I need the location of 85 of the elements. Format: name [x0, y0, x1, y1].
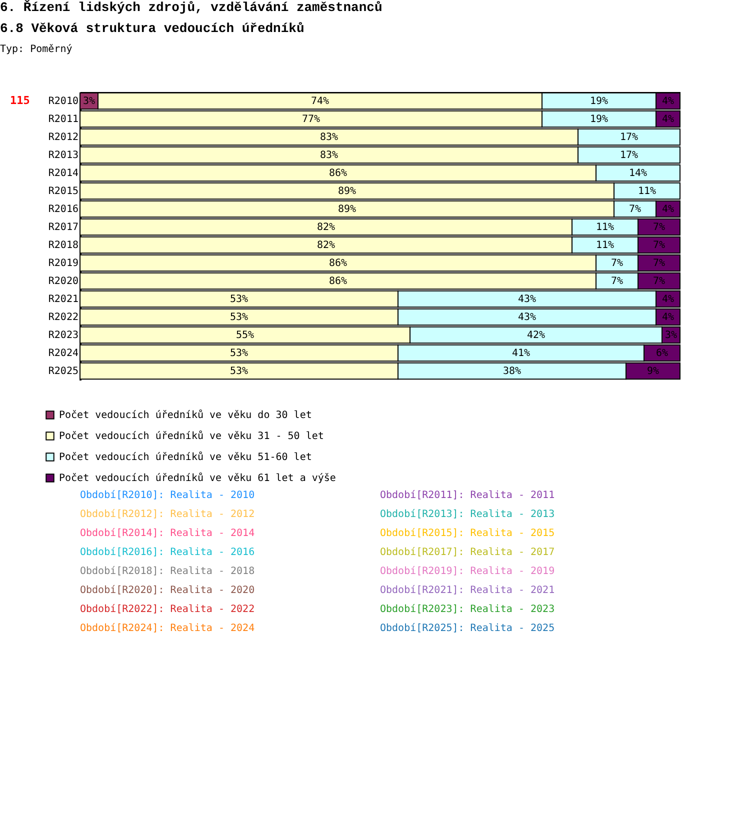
text: Období[R2021]: Realita - 2021 [380, 585, 556, 596]
text: Období[R2020]: Realita - 2020 [80, 585, 256, 596]
data-label: 7% [652, 258, 666, 269]
data-label: 86% [328, 276, 348, 287]
data-label: 11% [596, 240, 614, 251]
y-tick-label: R2017 [48, 222, 78, 233]
data-label: 7% [610, 276, 624, 287]
text: Období[R2019]: Realita - 2019 [380, 566, 556, 577]
data-label: 82% [316, 240, 336, 251]
data-label: 53% [230, 366, 248, 377]
legend-label: Počet vedoucích úředníků ve věku do 30 let [59, 409, 312, 421]
text: Období[R2018]: Realita - 2018 [80, 566, 256, 577]
text: Období[R2013]: Realita - 2013 [380, 509, 556, 520]
data-label: 41% [512, 348, 530, 359]
text: Období[R2012]: Realita - 2012 [80, 509, 256, 520]
data-label: 3% [664, 330, 678, 341]
text: Období[R2022]: Realita - 2022 [80, 604, 256, 615]
legend-label: Počet vedoucích úředníků ve věku 61 let a výše [59, 472, 336, 484]
data-label: 7% [652, 276, 666, 287]
y-tick-label: R2025 [48, 366, 78, 377]
text: Období[R2025]: Realita - 2025 [380, 623, 556, 634]
data-label: 4% [662, 294, 674, 305]
text: Období[R2011]: Realita - 2011 [380, 490, 556, 501]
y-tick-label: R2010 [48, 96, 78, 107]
data-label: 4% [662, 96, 674, 107]
y-tick-label: R2016 [48, 204, 78, 215]
data-label: 3% [82, 96, 96, 107]
y-tick-label: R2024 [48, 348, 78, 359]
data-label: 83% [320, 132, 338, 143]
data-label: 4% [662, 204, 674, 215]
data-label: 53% [230, 294, 248, 305]
data-label: 17% [620, 150, 638, 161]
data-label: 7% [628, 204, 642, 215]
text: Období[R2016]: Realita - 2016 [80, 547, 256, 558]
data-label: 11% [638, 186, 656, 197]
data-label: 82% [316, 222, 336, 233]
text: 115 [10, 94, 30, 107]
y-tick-label: R2020 [48, 276, 78, 287]
data-label: 4% [662, 312, 674, 323]
text: Období[R2014]: Realita - 2014 [80, 528, 256, 539]
y-tick-label: R2018 [48, 240, 78, 251]
data-label: 6% [656, 348, 668, 359]
data-label: 38% [502, 366, 522, 377]
chart-subtitle: 6.8 Věková struktura vedoucích úředníků [0, 21, 304, 36]
legend-label: Počet vedoucích úředníků ve věku 51-60 let [59, 451, 312, 463]
legend-label: Počet vedoucích úředníků ve věku 31 - 50 let [59, 430, 324, 442]
text: Typ: Poměrný [0, 44, 72, 55]
y-tick-label: R2013 [48, 150, 78, 161]
data-label: 9% [646, 366, 660, 377]
data-label: 7% [652, 222, 666, 233]
y-tick-label: R2022 [48, 312, 78, 323]
chart-title: 6. Řízení lidských zdrojů, vzdělávání zaměstnanců [0, 0, 382, 15]
data-label: 74% [310, 96, 330, 107]
data-label: 43% [518, 312, 536, 323]
data-label: 89% [338, 186, 356, 197]
data-label: 77% [302, 114, 320, 125]
data-label: 7% [652, 240, 666, 251]
data-label: 14% [628, 168, 648, 179]
y-tick-label: R2023 [48, 330, 78, 341]
y-tick-label: R2011 [48, 114, 78, 125]
data-label: 19% [590, 114, 608, 125]
data-label: 83% [320, 150, 338, 161]
y-tick-label: R2012 [48, 132, 78, 143]
text: Období[R2023]: Realita - 2023 [380, 604, 556, 615]
text: Období[R2024]: Realita - 2024 [80, 623, 256, 634]
data-label: 53% [230, 348, 248, 359]
text: Období[R2010]: Realita - 2010 [80, 490, 256, 501]
data-label: 43% [518, 294, 536, 305]
data-label: 11% [596, 222, 614, 233]
y-tick-label: R2014 [48, 168, 78, 179]
data-label: 86% [328, 168, 348, 179]
data-label: 53% [230, 312, 248, 323]
data-label: 17% [620, 132, 638, 143]
text: Období[R2017]: Realita - 2017 [380, 547, 556, 558]
y-tick-label: R2021 [48, 294, 78, 305]
y-tick-label: R2015 [48, 186, 78, 197]
data-label: 55% [236, 330, 254, 341]
data-label: 4% [662, 114, 674, 125]
data-label: 7% [610, 258, 624, 269]
data-label: 19% [590, 96, 608, 107]
y-tick-label: R2019 [48, 258, 78, 269]
text: Období[R2015]: Realita - 2015 [380, 528, 556, 539]
data-label: 89% [338, 204, 356, 215]
data-label: 86% [328, 258, 348, 269]
data-label: 42% [526, 330, 546, 341]
